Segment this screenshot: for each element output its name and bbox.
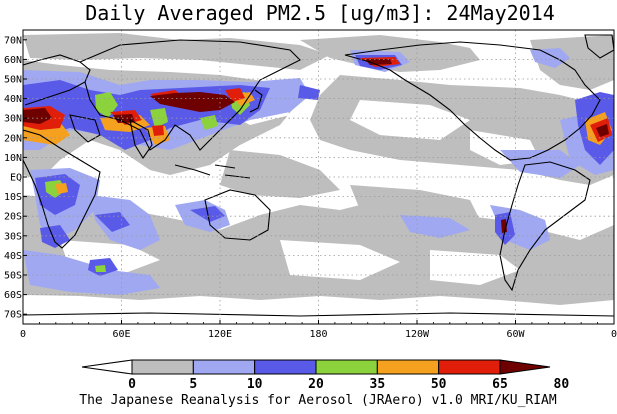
latitude-label: 10S [4, 192, 22, 203]
australia-coastline [204, 189, 271, 241]
india-coastline [129, 118, 153, 160]
colorbar-swatch [254, 359, 317, 375]
latitude-label: 40N [4, 94, 22, 105]
latitude-label: 50S [4, 271, 22, 282]
longitude-axis: 0 60E 120E 180 120W 60W 0 [20, 320, 617, 340]
colorbar-label: 35 [370, 377, 386, 392]
colorbar-swatch [438, 359, 501, 375]
longitude-label: 60E [112, 329, 130, 340]
longitude-label: 60W [506, 329, 525, 340]
arabia-coastline [69, 114, 101, 143]
longitude-label: 120W [405, 329, 430, 340]
map-panel: 70N 60N 50N 40N 30N 20N 10N EQ 10S 20S 30S 40S 50S 60… [4, 29, 617, 340]
south-america-coastline [499, 161, 591, 292]
colorbar-label: 20 [308, 377, 324, 392]
colorbar-label: 0 [128, 377, 136, 392]
pm25-level-80-plus [23, 59, 609, 233]
indonesia-coastline [174, 164, 251, 179]
colorbar: 0 5 10 20 35 50 65 80 [81, 359, 570, 392]
asia-coastline [79, 39, 301, 151]
longitude-label: 0 [611, 329, 617, 340]
colorbar-swatch-high [499, 359, 551, 375]
colorbar-swatch [376, 359, 440, 375]
latitude-label: EQ [10, 173, 22, 184]
europe-coastline [23, 54, 91, 106]
colorbar-label: 65 [492, 377, 508, 392]
coastlines [23, 34, 614, 317]
latitude-label: 50N [4, 75, 22, 86]
colorbar-label: 50 [431, 377, 447, 392]
africa-coastline [23, 129, 101, 249]
colorbar-label: 5 [189, 377, 197, 392]
longitude-label: 180 [309, 329, 327, 340]
latitude-label: 40S [4, 251, 22, 262]
latitude-label: 30N [4, 114, 22, 125]
japan-coastline [249, 89, 263, 113]
colorbar-swatch [192, 359, 256, 375]
latitude-label: 70N [4, 35, 22, 46]
latitude-label: 30S [4, 231, 22, 242]
latitude-label: 20S [4, 212, 22, 223]
latitude-label: 60S [4, 290, 22, 301]
figure-footer: The Japanese Reanalysis for Aerosol (JRA… [79, 393, 557, 408]
antarctica-coastline [23, 312, 614, 317]
latitude-axis: 70N 60N 50N 40N 30N 20N 10N EQ 10S 20S 30S 40S 50S 60… [4, 35, 27, 321]
figure-title: Daily Averaged PM2.5 [ug/m3]: 24May2014 [85, 1, 555, 25]
longitude-label: 120E [208, 329, 232, 340]
colorbar-swatch [131, 359, 194, 375]
longitude-label: 0 [20, 329, 26, 340]
latitude-label: 60N [4, 55, 22, 66]
latitude-label: 20N [4, 133, 22, 144]
colorbar-swatch-low [81, 359, 133, 375]
colorbar-swatch [315, 359, 378, 375]
latitude-label: 70S [4, 310, 22, 321]
latitude-label: 10N [4, 153, 22, 164]
north-america-coastline [344, 41, 601, 161]
colorbar-label: 10 [247, 377, 263, 392]
greenland-coastline [584, 34, 614, 59]
colorbar-label: 80 [554, 377, 570, 392]
